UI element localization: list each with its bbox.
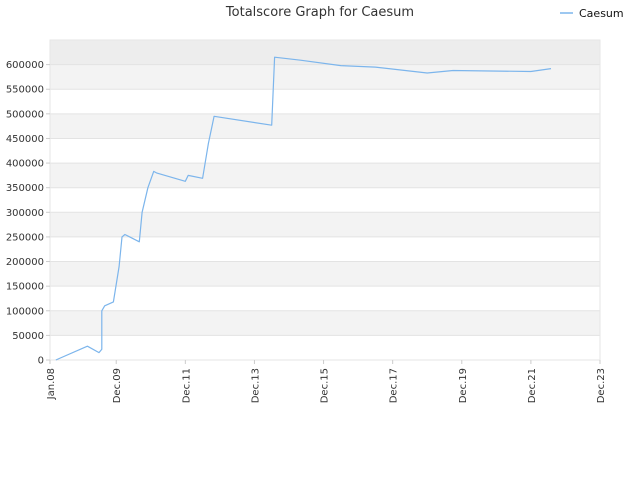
plot-band <box>50 163 600 188</box>
plot-background-bands <box>50 40 600 360</box>
x-axis-tick-labels: Jan.08 Dec.09 Dec.11 Dec.13 Dec.15 Dec.17 Dec.… <box>46 360 607 403</box>
plot-band <box>50 187 600 213</box>
x-tick-label: Dec.19 <box>458 368 469 403</box>
y-tick-label: 350000 <box>6 183 44 194</box>
y-tick-label: 50000 <box>12 331 44 342</box>
series-line-caesum[interactable] <box>55 56 552 361</box>
plot-band <box>50 286 600 311</box>
plot-band <box>50 310 600 336</box>
x-tick-label: Dec.23 <box>596 368 607 403</box>
x-tick-label: Dec.11 <box>181 368 192 403</box>
y-tick-label: 500000 <box>6 109 44 120</box>
x-tick-label: Dec.15 <box>320 368 331 403</box>
y-tick-label: 200000 <box>6 257 44 268</box>
plot-band-top <box>50 40 600 65</box>
y-tick-label: 250000 <box>6 232 44 243</box>
y-tick-label: 450000 <box>6 134 44 145</box>
plot-band <box>50 113 600 139</box>
x-tick-label: Dec.09 <box>112 368 123 403</box>
y-tick-label: 300000 <box>6 208 44 219</box>
y-tick-label: 150000 <box>6 282 44 293</box>
plot-frame <box>49 39 601 361</box>
x-tick-label: Jan.08 <box>46 368 57 400</box>
plot-band <box>50 89 600 114</box>
plot-band <box>50 138 600 164</box>
y-tick-label: 550000 <box>6 85 44 96</box>
legend-label: Caesum <box>579 7 624 20</box>
chart-title: Totalscore Graph for Caesum <box>225 5 414 20</box>
plot-band <box>50 64 600 90</box>
x-tick-label: Dec.21 <box>527 368 538 403</box>
plot-band <box>50 335 600 360</box>
y-tick-label: 100000 <box>6 306 44 317</box>
plot-band <box>50 236 600 262</box>
y-tick-label: 400000 <box>6 159 44 170</box>
y-tick-label: 600000 <box>6 60 44 71</box>
x-tick-label: Dec.17 <box>389 368 400 403</box>
y-axis-tick-labels: 0 50000 100000 150000 200000 250000 300000 3500… <box>6 60 50 367</box>
legend[interactable]: Caesum <box>560 7 624 20</box>
y-tick-label: 0 <box>38 356 44 367</box>
plot-band <box>50 261 600 287</box>
series-layer <box>55 56 552 361</box>
x-tick-label: Dec.13 <box>250 368 261 403</box>
horizontal-gridlines <box>50 64 600 361</box>
plot-band <box>50 212 600 237</box>
